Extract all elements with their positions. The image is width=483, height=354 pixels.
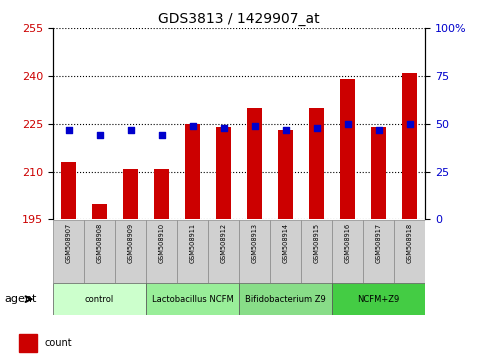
- Bar: [19, 334, 38, 352]
- Point: [375, 127, 383, 132]
- FancyBboxPatch shape: [53, 220, 84, 282]
- FancyBboxPatch shape: [270, 220, 301, 282]
- FancyBboxPatch shape: [363, 220, 394, 282]
- FancyBboxPatch shape: [394, 220, 425, 282]
- Bar: [340, 79, 355, 219]
- Text: control: control: [85, 295, 114, 304]
- Point: [189, 123, 197, 129]
- Text: count: count: [44, 338, 72, 348]
- Text: GSM508915: GSM508915: [313, 223, 320, 263]
- Text: GSM508909: GSM508909: [128, 223, 134, 263]
- Bar: [185, 124, 200, 219]
- Text: GSM508913: GSM508913: [252, 223, 257, 263]
- Point: [158, 132, 166, 138]
- Point: [96, 132, 103, 138]
- Bar: [123, 169, 138, 219]
- Point: [127, 127, 134, 132]
- Point: [313, 125, 320, 131]
- FancyBboxPatch shape: [146, 220, 177, 282]
- FancyBboxPatch shape: [146, 283, 239, 315]
- Point: [220, 125, 227, 131]
- Point: [406, 121, 413, 127]
- FancyBboxPatch shape: [84, 220, 115, 282]
- Bar: [371, 127, 386, 219]
- Text: GSM508911: GSM508911: [190, 223, 196, 263]
- Point: [65, 127, 72, 132]
- Bar: [402, 73, 417, 219]
- Bar: [154, 169, 170, 219]
- Point: [251, 123, 258, 129]
- Text: NCFM+Z9: NCFM+Z9: [357, 295, 399, 304]
- FancyBboxPatch shape: [240, 283, 332, 315]
- FancyBboxPatch shape: [332, 220, 363, 282]
- Text: Bifidobacterium Z9: Bifidobacterium Z9: [245, 295, 326, 304]
- Title: GDS3813 / 1429907_at: GDS3813 / 1429907_at: [158, 12, 320, 26]
- Text: GSM508914: GSM508914: [283, 223, 288, 263]
- FancyBboxPatch shape: [54, 283, 146, 315]
- Bar: [309, 108, 324, 219]
- Text: GSM508918: GSM508918: [407, 223, 412, 263]
- Text: GSM508910: GSM508910: [158, 223, 165, 263]
- FancyBboxPatch shape: [239, 220, 270, 282]
- FancyBboxPatch shape: [115, 220, 146, 282]
- FancyBboxPatch shape: [208, 220, 239, 282]
- Bar: [278, 130, 293, 219]
- Text: GSM508916: GSM508916: [344, 223, 351, 263]
- Text: GSM508908: GSM508908: [97, 223, 102, 263]
- Bar: [92, 204, 107, 219]
- Text: GSM508907: GSM508907: [66, 223, 71, 263]
- Point: [282, 127, 289, 132]
- Bar: [216, 127, 231, 219]
- FancyBboxPatch shape: [177, 220, 208, 282]
- Text: GSM508912: GSM508912: [221, 223, 227, 263]
- FancyBboxPatch shape: [301, 220, 332, 282]
- Point: [344, 121, 352, 127]
- Text: GSM508917: GSM508917: [376, 223, 382, 263]
- Text: agent: agent: [5, 294, 37, 304]
- Text: Lactobacillus NCFM: Lactobacillus NCFM: [152, 295, 233, 304]
- FancyBboxPatch shape: [332, 283, 425, 315]
- Bar: [247, 108, 262, 219]
- Bar: [61, 162, 76, 219]
